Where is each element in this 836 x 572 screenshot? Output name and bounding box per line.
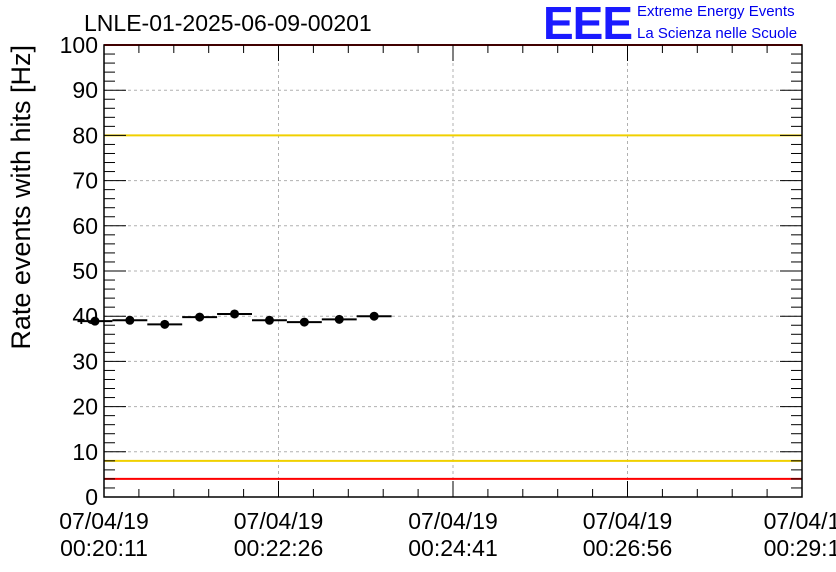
x-tick-label-time: 00:26:56 <box>583 535 673 561</box>
y-tick-label: 100 <box>60 32 98 58</box>
y-tick-label: 70 <box>72 168 98 194</box>
chart-title: LNLE-01-2025-06-09-00201 <box>84 10 372 36</box>
data-point <box>334 314 344 324</box>
x-tick-label-date: 07/04/19 <box>234 508 324 534</box>
y-tick-label: 20 <box>72 394 98 420</box>
data-point <box>230 309 240 319</box>
eee-logo: EEE <box>543 0 633 49</box>
x-tick-label-time: 00:29:1 <box>764 535 836 561</box>
data-point <box>125 315 135 325</box>
data-point <box>90 316 100 326</box>
y-tick-label: 90 <box>72 77 98 103</box>
y-tick-label: 50 <box>72 258 98 284</box>
y-tick-label: 10 <box>72 439 98 465</box>
data-point <box>160 319 170 329</box>
x-tick-label-date: 07/04/19 <box>59 508 149 534</box>
y-tick-label: 60 <box>72 213 98 239</box>
logo-line-2: La Scienza nelle Scuole <box>637 25 798 42</box>
y-tick-label: 0 <box>85 484 98 510</box>
y-tick-label: 30 <box>72 348 98 374</box>
data-point <box>299 317 309 327</box>
data-point <box>369 311 379 321</box>
x-tick-label-date: 07/04/19 <box>408 508 498 534</box>
x-tick-label-time: 00:24:41 <box>408 535 498 561</box>
x-tick-label-time: 00:20:11 <box>60 535 148 561</box>
data-point <box>195 312 205 322</box>
x-tick-label-date: 07/04/19 <box>583 508 673 534</box>
y-axis-label: Rate events with hits [Hz] <box>6 45 36 350</box>
x-tick-label-time: 00:22:26 <box>234 535 324 561</box>
logo-line-1: Extreme Energy Events <box>637 3 795 20</box>
data-point <box>264 315 274 325</box>
y-tick-label: 80 <box>72 122 98 148</box>
x-tick-label-date: 07/04/1 <box>764 508 836 534</box>
